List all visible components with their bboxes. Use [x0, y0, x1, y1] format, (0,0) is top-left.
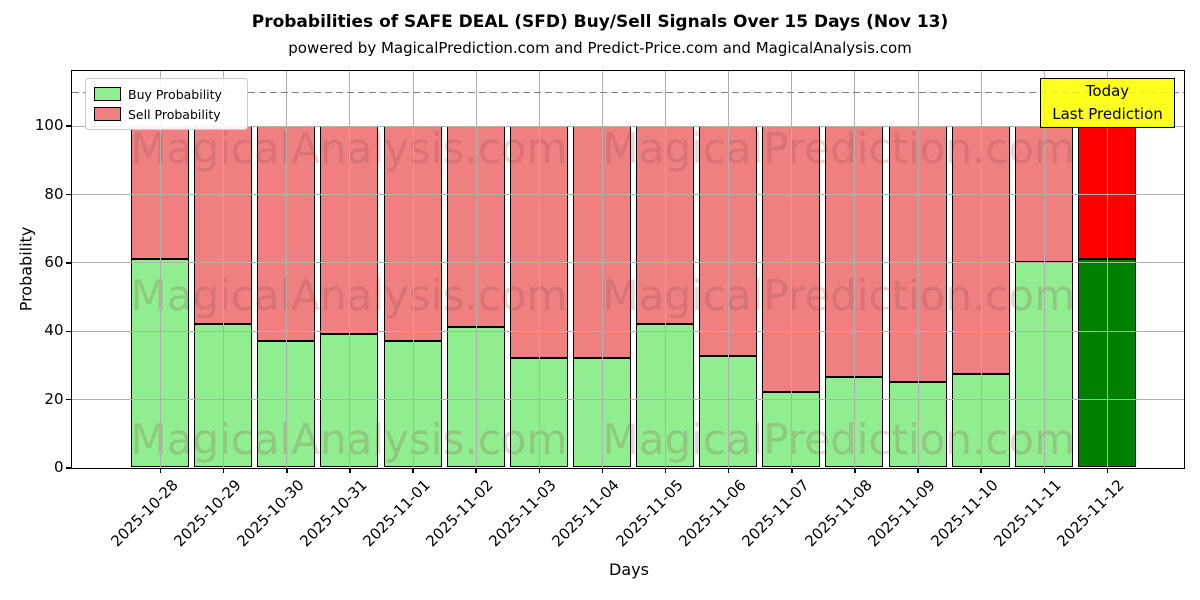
y-tick-label: 40	[44, 321, 64, 340]
gridline-horizontal	[72, 125, 1184, 127]
y-tick-mark	[65, 193, 72, 196]
gridline-vertical	[1106, 71, 1108, 468]
buy-swatch-icon	[94, 87, 121, 101]
gridline-vertical	[412, 71, 414, 468]
x-tick-label: 2025-11-07	[738, 476, 813, 551]
gridline-vertical	[223, 71, 225, 468]
x-tick-mark	[286, 468, 288, 473]
x-axis-label: Days	[609, 560, 649, 579]
x-tick-mark	[601, 468, 604, 473]
gridline-horizontal	[72, 262, 1184, 264]
x-tick-label: 2025-11-09	[864, 476, 939, 551]
last-prediction-line: Last Prediction	[1052, 105, 1163, 123]
x-tick-label: 2025-10-30	[233, 476, 308, 551]
chart-subtitle: powered by MagicalPrediction.com and Pre…	[288, 39, 912, 57]
y-axis-label: Probability	[16, 226, 36, 312]
x-tick-label: 2025-11-03	[485, 476, 560, 551]
gridline-vertical	[980, 71, 982, 468]
x-tick-label: 2025-11-12	[1053, 476, 1129, 551]
x-tick-mark	[538, 468, 541, 473]
x-tick-mark	[412, 468, 414, 473]
gridline-horizontal	[72, 194, 1184, 196]
y-tick-label: 60	[44, 252, 64, 271]
gridline-vertical	[286, 71, 288, 468]
y-tick-mark	[65, 262, 72, 264]
y-tick-mark	[65, 330, 72, 333]
watermark-text: MagicalPrediction.com	[602, 123, 1076, 173]
x-tick-mark	[854, 468, 856, 473]
x-tick-label: 2025-11-04	[548, 476, 624, 551]
watermark-text: MagicalAnalysis.com	[130, 270, 568, 320]
x-tick-label: 2025-11-08	[801, 476, 876, 551]
gridline-vertical	[917, 71, 919, 468]
x-tick-label: 2025-11-02	[422, 476, 497, 551]
y-tick-label: 100	[34, 116, 64, 135]
legend-item-buy: Buy Probability	[94, 84, 239, 104]
plot-area: MagicalAnalysis.com MagicalPrediction.com…	[71, 70, 1185, 469]
x-tick-mark	[664, 468, 667, 473]
legend-label-buy: Buy Probability	[128, 86, 222, 102]
gridline-vertical	[349, 71, 351, 468]
x-tick-mark	[727, 468, 730, 473]
gridline-vertical	[1043, 71, 1045, 468]
legend-label-sell: Sell Probability	[128, 106, 221, 122]
x-tick-label: 2025-10-29	[169, 476, 245, 551]
y-tick-mark	[65, 125, 72, 127]
x-tick-label: 2025-11-06	[675, 476, 750, 551]
x-tick-mark	[791, 468, 793, 473]
y-tick-label: 0	[53, 458, 64, 476]
y-tick-label: 20	[44, 389, 64, 408]
gridline-vertical	[601, 71, 603, 468]
x-tick-mark	[475, 468, 477, 473]
x-tick-label: 2025-10-31	[296, 476, 371, 551]
legend-item-sell: Sell Probability	[94, 104, 239, 124]
x-tick-label: 2025-11-11	[990, 476, 1066, 551]
gridline-horizontal	[72, 330, 1184, 332]
chart-title: Probabilities of SAFE DEAL (SFD) Buy/Sel…	[251, 12, 949, 32]
watermark-text: MagicalAnalysis.com	[130, 414, 568, 464]
x-tick-mark	[917, 468, 919, 473]
gridline-vertical	[854, 71, 856, 468]
watermark-text: MagicalAnalysis.com	[130, 123, 568, 173]
y-tick-mark	[65, 467, 72, 469]
x-tick-mark	[349, 468, 351, 473]
gridline-vertical	[665, 71, 667, 468]
watermark-text: MagicalPrediction.com	[602, 414, 1076, 464]
x-tick-mark	[159, 468, 162, 473]
today-line: Today	[1085, 82, 1130, 100]
x-tick-label: 2025-11-05	[611, 476, 687, 551]
gridline-vertical	[475, 71, 477, 468]
x-tick-mark	[980, 468, 982, 473]
x-tick-label: 2025-11-01	[359, 476, 434, 551]
threshold-dashed-line	[72, 91, 1184, 94]
gridline-vertical	[160, 71, 161, 468]
gridline-vertical	[538, 71, 540, 468]
today-annotation: Today Last Prediction	[1040, 78, 1175, 128]
gridline-vertical	[791, 71, 793, 468]
gridline-vertical	[728, 71, 730, 468]
y-tick-mark	[65, 398, 72, 401]
watermark-text: MagicalPrediction.com	[602, 270, 1076, 320]
x-tick-label: 2025-11-10	[927, 476, 1002, 551]
x-tick-label: 2025-10-28	[106, 476, 182, 551]
x-tick-mark	[1106, 468, 1109, 473]
sell-swatch-icon	[94, 107, 121, 121]
gridline-horizontal	[72, 399, 1184, 401]
legend: Buy Probability Sell Probability	[85, 78, 248, 130]
x-tick-mark	[222, 468, 225, 473]
x-tick-mark	[1043, 468, 1046, 473]
y-tick-label: 80	[44, 184, 64, 203]
